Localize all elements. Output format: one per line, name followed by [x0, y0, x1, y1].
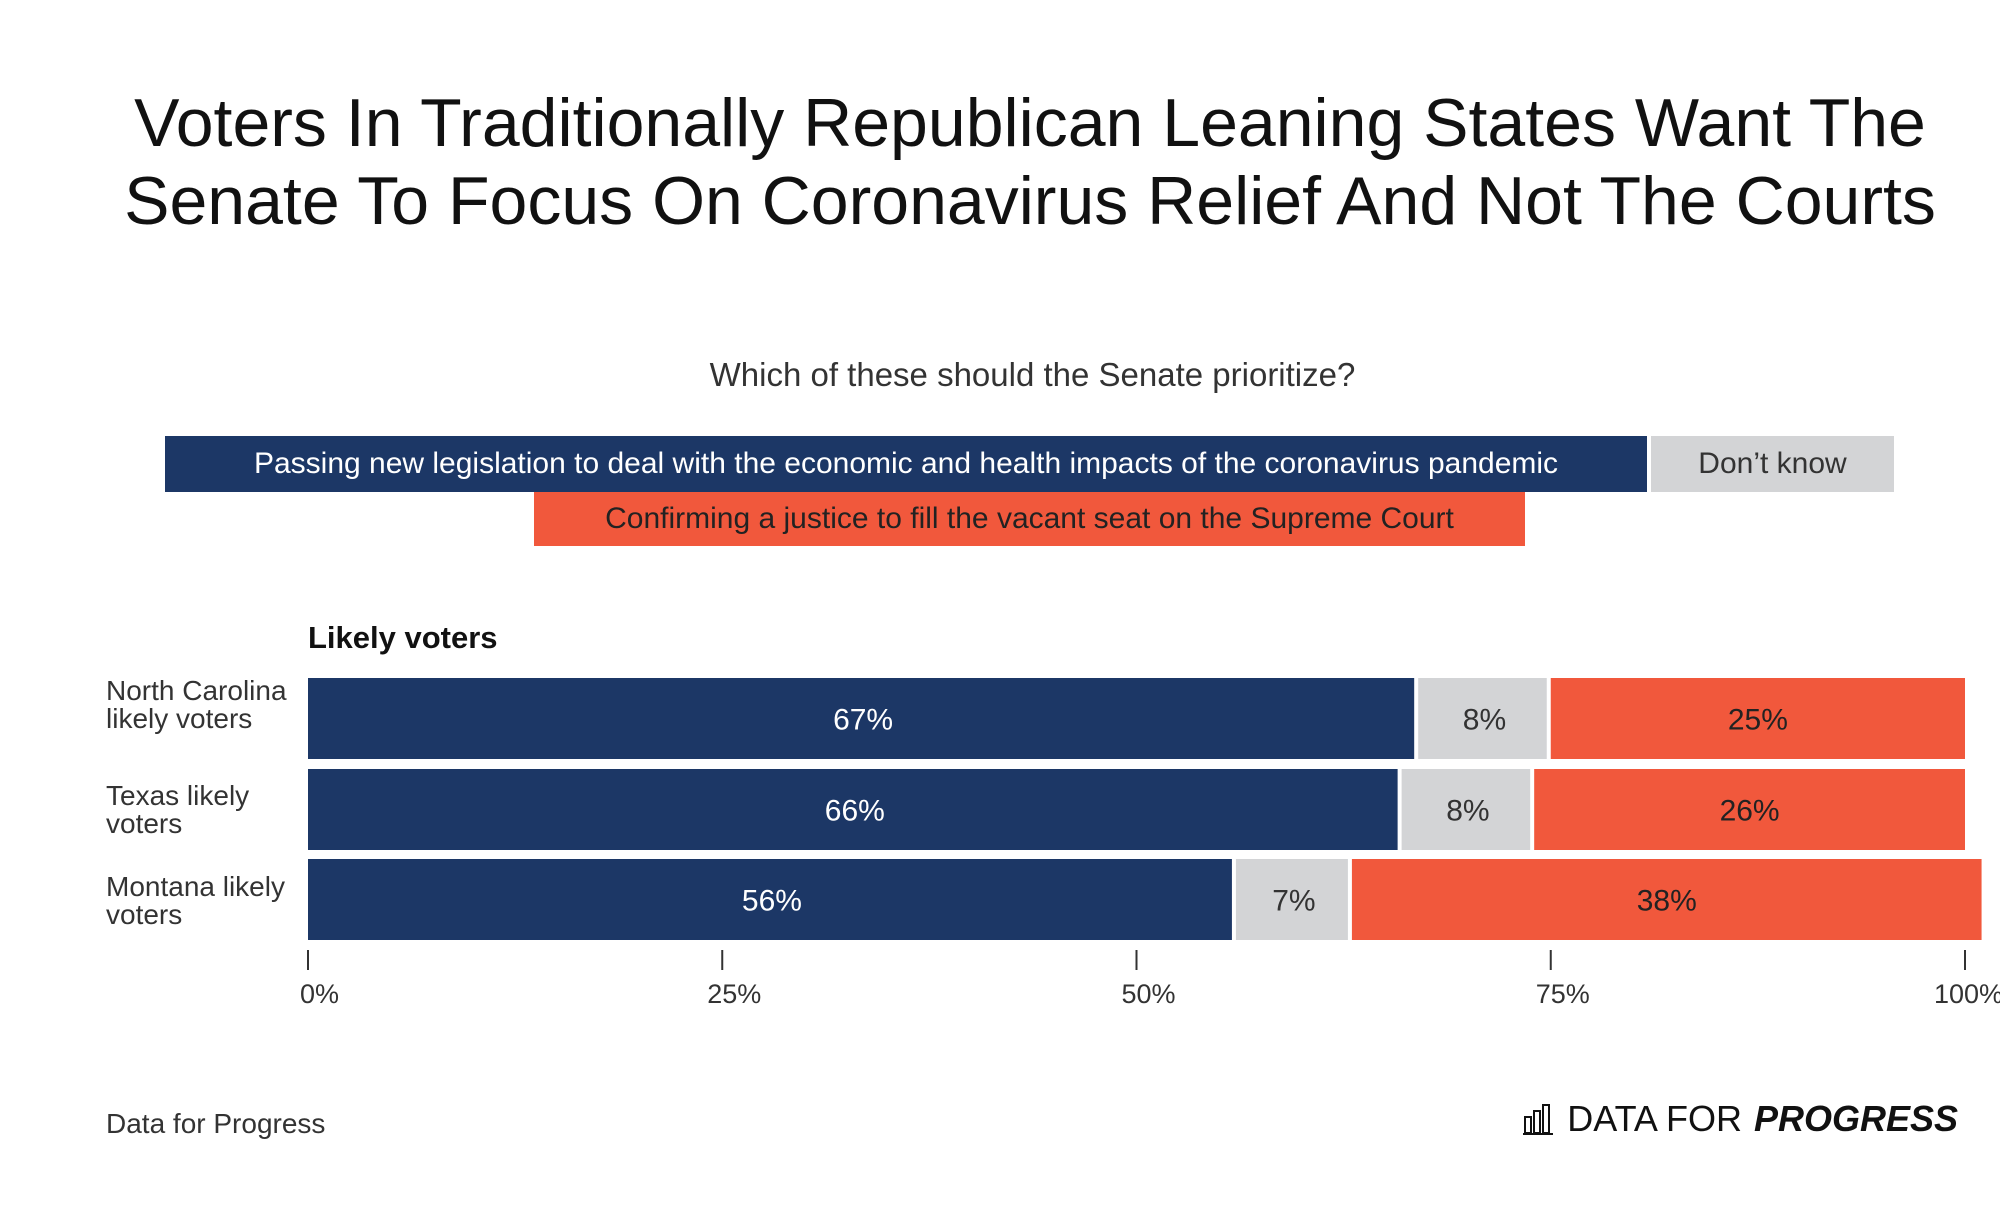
- bar-montana-likely-voters-series-0: [308, 859, 1232, 940]
- legend-passing-legislation: Passing new legislation to deal with the…: [165, 436, 1647, 492]
- chart-title: Voters In Traditionally Republican Leani…: [124, 85, 1936, 239]
- bar-chart-icon: [1523, 1104, 1554, 1135]
- bar-north-carolina-likely-voters-series-0: [308, 678, 1415, 759]
- data-label-montana-likely-voters-series-2: 38%: [1637, 885, 1697, 918]
- x-tick-label: 25%: [707, 979, 761, 1009]
- x-tick-label: 0%: [300, 979, 339, 1009]
- data-label-texas-likely-voters-series-1: 8%: [1446, 795, 1489, 828]
- legend-dont-know: Don’t know: [1651, 436, 1894, 492]
- bar-north-carolina-likely-voters-series-1: [1418, 678, 1547, 759]
- data-label-north-carolina-likely-voters-series-1: 8%: [1463, 704, 1506, 737]
- bar-texas-likely-voters-series-2: [1534, 769, 1965, 850]
- data-label-montana-likely-voters-series-1: 7%: [1272, 885, 1315, 918]
- source-note: Data for Progress: [106, 1108, 326, 1139]
- x-tick-label: 50%: [1121, 979, 1175, 1009]
- brand-logo: DATA FOR PROGRESS: [1523, 1098, 1958, 1140]
- bar-montana-likely-voters-series-2: [1351, 859, 1982, 940]
- bar-texas-likely-voters-series-0: [308, 769, 1398, 850]
- data-label-north-carolina-likely-voters-series-2: 25%: [1728, 704, 1788, 737]
- row-label-north-carolina: North Carolina likely voters: [106, 675, 287, 734]
- data-label-texas-likely-voters-series-0: 66%: [825, 795, 885, 828]
- x-tick-label: 100%: [1934, 979, 2000, 1009]
- chart-subtitle: Which of these should the Senate priorit…: [709, 356, 1356, 393]
- row-label-montana: Montana likely voters: [106, 871, 285, 930]
- panel-title: Likely voters: [308, 620, 498, 655]
- data-label-texas-likely-voters-series-2: 26%: [1720, 795, 1780, 828]
- data-label-north-carolina-likely-voters-series-0: 67%: [833, 704, 893, 737]
- x-tick-label: 75%: [1536, 979, 1590, 1009]
- bar-montana-likely-voters-series-1: [1235, 859, 1348, 940]
- data-label-montana-likely-voters-series-0: 56%: [742, 885, 802, 918]
- row-label-texas: Texas likely voters: [106, 780, 250, 839]
- bar-texas-likely-voters-series-1: [1401, 769, 1531, 850]
- legend-confirming-justice: Confirming a justice to fill the vacant …: [534, 492, 1525, 546]
- bar-north-carolina-likely-voters-series-2: [1550, 678, 1965, 759]
- brand-text-light: DATA FOR: [1567, 1098, 1742, 1139]
- brand-text-bold: PROGRESS: [1753, 1098, 1958, 1139]
